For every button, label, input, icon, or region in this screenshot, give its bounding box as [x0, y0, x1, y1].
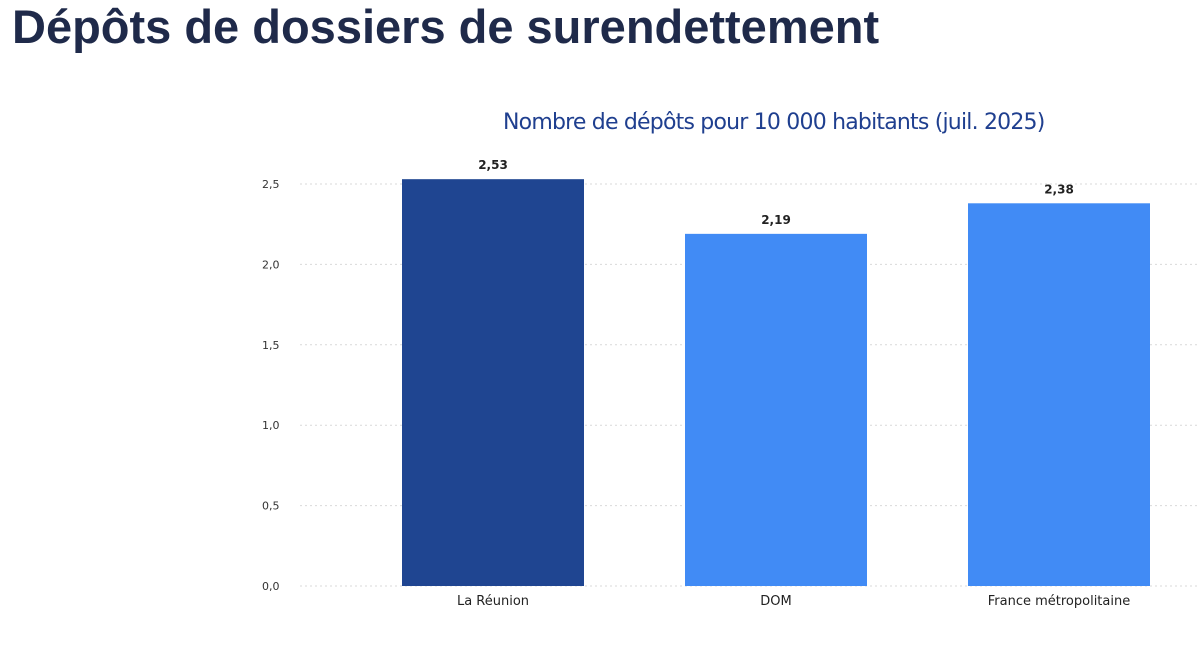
category-label: France métropolitaine	[988, 594, 1130, 609]
data-label: 2,53	[478, 158, 508, 172]
bar	[968, 203, 1150, 586]
bar	[402, 179, 584, 586]
category-label: La Réunion	[457, 594, 529, 609]
chart-title: Nombre de dépôts pour 10 000 habitants (…	[503, 110, 1045, 135]
category-labels: La Réunion DOM France métropolitaine	[457, 594, 1130, 609]
data-labels: 2,53 2,19 2,38	[478, 158, 1074, 227]
y-tick-label: 1,5	[262, 339, 280, 352]
data-label: 2,38	[1044, 182, 1074, 196]
y-tick-label: 1,0	[262, 419, 280, 432]
data-label: 2,19	[761, 213, 791, 227]
bars	[402, 179, 1150, 586]
y-tick-label: 2,0	[262, 258, 280, 271]
bar	[685, 233, 867, 586]
page-title: Dépôts de dossiers de surendettement	[12, 0, 880, 53]
y-axis-tick-labels: 0,0 0,5 1,0 1,5 2,0 2,5	[262, 178, 280, 593]
y-tick-label: 2,5	[262, 178, 280, 191]
category-label: DOM	[760, 594, 791, 609]
y-tick-label: 0,0	[262, 580, 280, 593]
y-tick-label: 0,5	[262, 500, 280, 513]
